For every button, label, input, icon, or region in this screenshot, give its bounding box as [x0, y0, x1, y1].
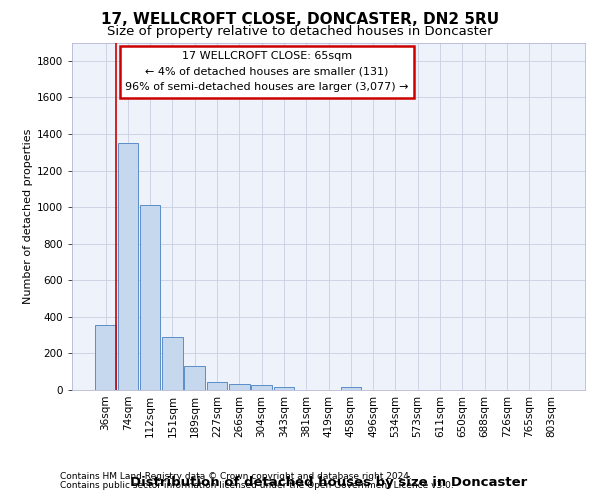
- Bar: [341, 386, 361, 390]
- Text: 17, WELLCROFT CLOSE, DONCASTER, DN2 5RU: 17, WELLCROFT CLOSE, DONCASTER, DN2 5RU: [101, 12, 499, 28]
- Bar: [162, 337, 183, 390]
- Bar: [95, 325, 116, 390]
- Bar: [118, 143, 138, 390]
- Text: Contains HM Land Registry data © Crown copyright and database right 2024.: Contains HM Land Registry data © Crown c…: [60, 472, 412, 481]
- Text: 17 WELLCROFT CLOSE: 65sqm
← 4% of detached houses are smaller (131)
96% of semi-: 17 WELLCROFT CLOSE: 65sqm ← 4% of detach…: [125, 51, 409, 92]
- Bar: [229, 384, 250, 390]
- Bar: [251, 386, 272, 390]
- Bar: [207, 382, 227, 390]
- X-axis label: Distribution of detached houses by size in Doncaster: Distribution of detached houses by size …: [130, 476, 527, 489]
- Bar: [274, 386, 294, 390]
- Bar: [184, 366, 205, 390]
- Y-axis label: Number of detached properties: Number of detached properties: [23, 128, 32, 304]
- Text: Contains public sector information licensed under the Open Government Licence v3: Contains public sector information licen…: [60, 481, 454, 490]
- Bar: [140, 206, 160, 390]
- Text: Size of property relative to detached houses in Doncaster: Size of property relative to detached ho…: [107, 25, 493, 38]
